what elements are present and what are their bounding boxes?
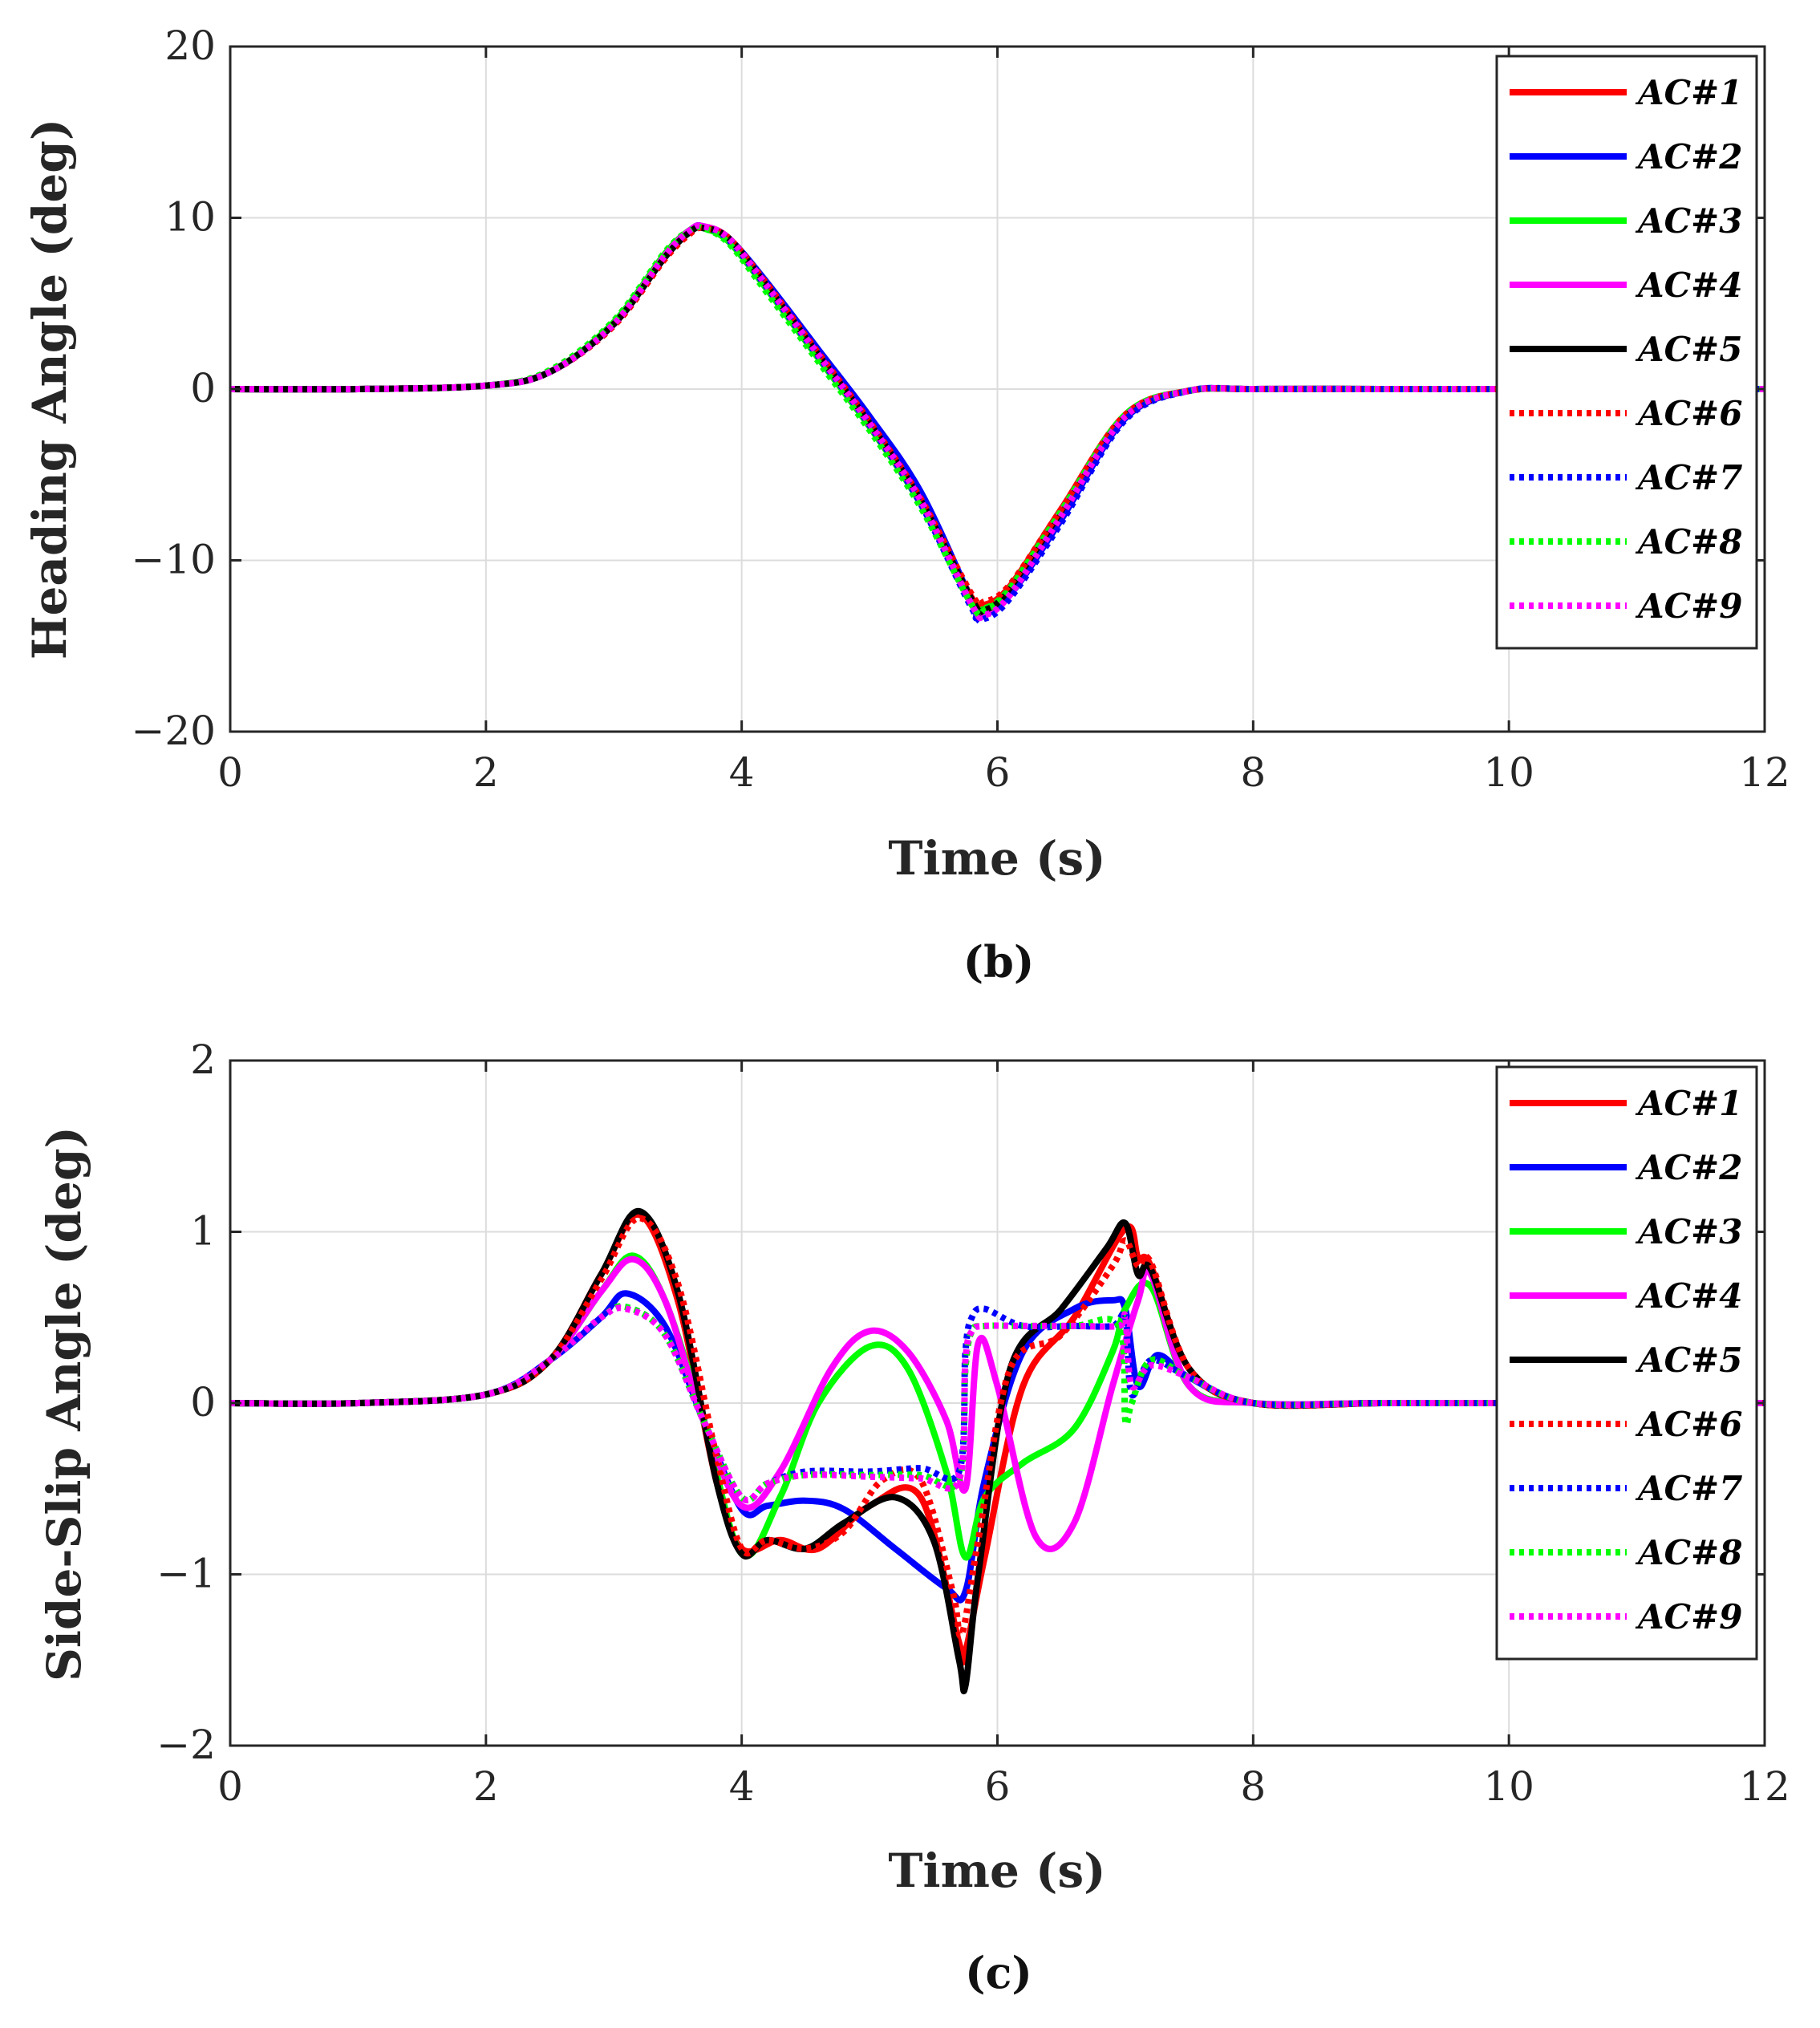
x-tick-label: 12	[1739, 1763, 1790, 1810]
y-tick-label: −1	[156, 1551, 216, 1597]
x-tick-label: 4	[729, 1763, 755, 1810]
x-tick-label: 12	[1739, 749, 1790, 796]
y-axis-label: Side-Slip Angle (deg)	[37, 1126, 91, 1681]
y-axis-label: Heading Angle (deg)	[22, 119, 77, 660]
x-axis-label: Time (s)	[888, 1843, 1105, 1898]
y-tick-label: −2	[156, 1722, 216, 1768]
x-tick-label: 2	[473, 1763, 499, 1810]
heading-angle-chart: 0 2 4 6 8 10 12 −20 −10 0 10 20 Time (s) Heading An…	[22, 22, 1790, 988]
legend-label: AC#8	[1635, 1533, 1742, 1572]
legend-label: AC#5	[1635, 330, 1742, 369]
legend-label: AC#1	[1635, 73, 1742, 112]
y-tick-label: 20	[164, 22, 216, 69]
legend-label: AC#2	[1635, 1148, 1742, 1187]
x-tick-label: 8	[1240, 749, 1266, 796]
x-tick-label: 0	[217, 1763, 243, 1810]
y-tick-label: 0	[190, 1379, 216, 1426]
x-tick-label: 4	[729, 749, 755, 796]
series-line-ac9	[229, 1304, 1765, 1503]
legend-label: AC#7	[1635, 1469, 1742, 1508]
x-tick-label: 6	[985, 749, 1011, 796]
x-axis-label: Time (s)	[888, 831, 1105, 886]
series-line-ac4	[229, 1255, 1765, 1552]
x-tick-label: 2	[473, 749, 499, 796]
legend-label: AC#4	[1635, 266, 1742, 305]
x-tick-label: 0	[217, 749, 243, 796]
legend-label: AC#2	[1635, 137, 1742, 176]
legend-label: AC#4	[1635, 1276, 1742, 1316]
legend-label: AC#6	[1635, 1405, 1742, 1444]
legend-label: AC#1	[1635, 1084, 1742, 1123]
legend-label: AC#6	[1635, 394, 1742, 433]
legend-label: AC#9	[1635, 1597, 1742, 1637]
x-tick-label: 10	[1483, 1763, 1534, 1810]
panel-label: (b)	[963, 936, 1035, 988]
series-line-ac9	[229, 222, 1765, 622]
y-tick-label: −10	[131, 537, 216, 583]
y-tick-label: 0	[190, 365, 216, 412]
legend-label: AC#3	[1635, 1212, 1742, 1251]
legend-label: AC#8	[1635, 522, 1742, 562]
y-tick-label: −20	[131, 708, 216, 754]
x-tick-label: 8	[1240, 1763, 1266, 1810]
legend-label: AC#5	[1635, 1341, 1742, 1380]
legend-label: AC#7	[1635, 458, 1742, 497]
legend-label: AC#3	[1635, 201, 1742, 241]
y-tick-label: 2	[190, 1036, 216, 1083]
y-tick-label: 10	[164, 194, 216, 241]
x-tick-label: 10	[1483, 749, 1534, 796]
y-tick-label: 1	[190, 1208, 216, 1255]
panel-label: (c)	[965, 1947, 1032, 1998]
legend-label: AC#9	[1635, 586, 1742, 626]
x-tick-label: 6	[985, 1763, 1011, 1810]
